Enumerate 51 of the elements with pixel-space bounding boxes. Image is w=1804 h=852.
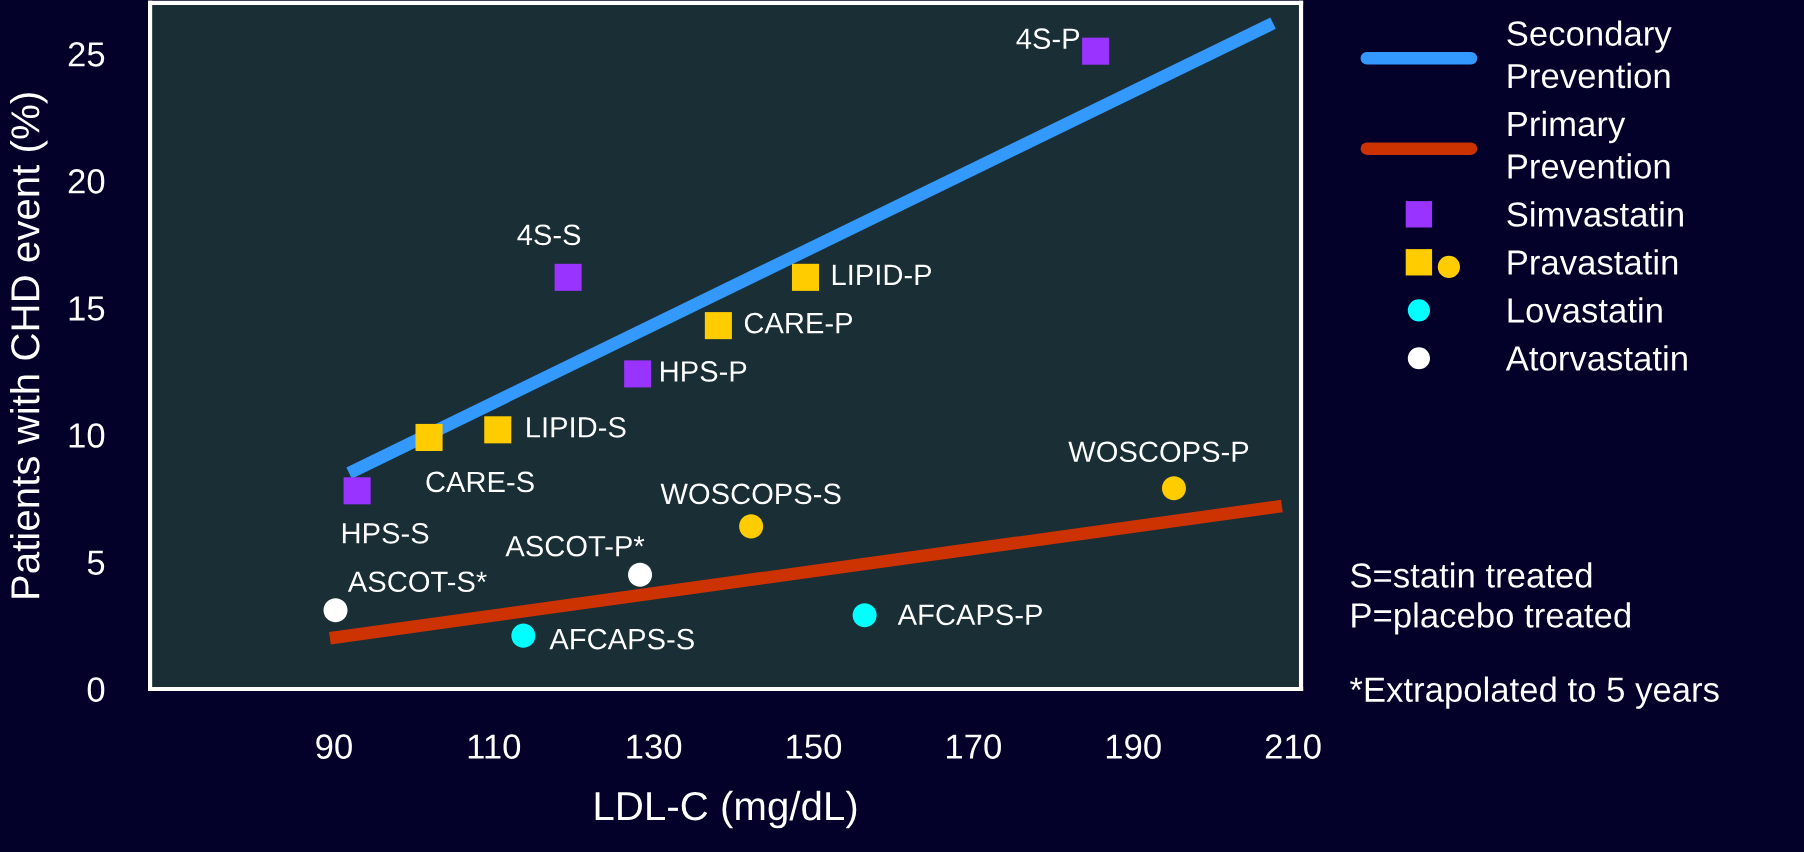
x-tick-label: 130 bbox=[627, 734, 682, 759]
x-tick-label: 170 bbox=[947, 734, 1001, 759]
annotation: 4S-P bbox=[1016, 28, 1080, 50]
point bbox=[554, 263, 582, 291]
point bbox=[1161, 476, 1186, 501]
legend-label: Simvastatin bbox=[1507, 201, 1683, 227]
x-tick-label: 190 bbox=[1106, 734, 1161, 759]
x-axis-title: LDL-C (mg/dL) bbox=[595, 790, 857, 829]
annotation: ASCOT-P* bbox=[505, 535, 645, 557]
point bbox=[791, 263, 820, 291]
point bbox=[343, 477, 371, 505]
annotation: AFCAPS-P bbox=[897, 604, 1042, 626]
point bbox=[415, 423, 443, 451]
x-tick-label: 110 bbox=[468, 734, 521, 759]
y-tick-label: 5 bbox=[87, 550, 105, 575]
x-tick-label: 90 bbox=[316, 734, 352, 759]
point bbox=[739, 514, 764, 539]
point bbox=[628, 562, 653, 587]
legend-label: Atorvastatin bbox=[1505, 345, 1687, 371]
y-tick-label: 15 bbox=[69, 296, 105, 321]
point bbox=[484, 416, 512, 444]
annotation: AFCAPS-S bbox=[549, 628, 694, 650]
text: *Extrapolated to 5 years bbox=[1349, 676, 1719, 709]
annotation: 4S-S bbox=[517, 224, 581, 246]
legend-label: Primary Prevention bbox=[1508, 110, 1670, 179]
point bbox=[511, 623, 536, 648]
y-tick-label: 20 bbox=[68, 169, 105, 194]
legend-label: Lovastatin bbox=[1508, 297, 1662, 323]
point bbox=[323, 598, 348, 623]
legend-label: Secondary Prevention bbox=[1507, 20, 1672, 89]
point bbox=[1082, 37, 1110, 65]
point bbox=[704, 312, 732, 340]
annotation: HPS-S bbox=[342, 522, 429, 544]
annotation: CARE-S bbox=[426, 471, 534, 493]
legend-label: Pravastatin bbox=[1508, 249, 1678, 275]
annotation: CARE-P bbox=[744, 312, 853, 334]
point bbox=[624, 360, 652, 388]
annotation: LIPID-S bbox=[527, 416, 626, 438]
annotation: HPS-P bbox=[661, 361, 747, 382]
x-tick-label: 210 bbox=[1265, 734, 1321, 759]
x-tick-label: 150 bbox=[787, 734, 842, 759]
y-tick-label: 25 bbox=[68, 42, 105, 67]
annotation: LIPID-P bbox=[832, 264, 932, 285]
annotation: WOSCOPS-P bbox=[1068, 441, 1249, 463]
annotation: ASCOT-S* bbox=[347, 571, 487, 593]
annotation: WOSCOPS-S bbox=[660, 483, 841, 505]
y-tick-label: 10 bbox=[69, 423, 105, 448]
y-axis-title: Patients with CHD event (%) bbox=[10, 93, 48, 598]
point bbox=[852, 603, 877, 628]
text: S=statin treated P=placebo treated bbox=[1350, 562, 1630, 635]
y-tick-label: 0 bbox=[87, 677, 105, 702]
